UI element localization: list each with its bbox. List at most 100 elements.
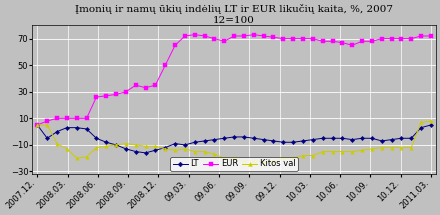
LT (163, 146, 168, 149)
LT (310, 138, 315, 141)
Kitos val (202, 150, 207, 153)
LT (379, 140, 385, 142)
EUR (94, 96, 99, 98)
LT (281, 141, 286, 144)
EUR (241, 35, 246, 37)
LT (35, 124, 40, 126)
LT (172, 142, 178, 145)
EUR (55, 117, 60, 120)
EUR (379, 37, 385, 40)
Kitos val (330, 150, 335, 153)
LT (192, 141, 198, 144)
EUR (64, 117, 70, 120)
EUR (310, 37, 315, 40)
EUR (44, 120, 50, 122)
Kitos val (301, 154, 306, 157)
EUR (340, 41, 345, 44)
EUR (369, 40, 374, 43)
EUR (172, 44, 178, 47)
Kitos val (123, 142, 128, 145)
EUR (359, 40, 365, 43)
LT (182, 144, 187, 146)
EUR (103, 94, 109, 97)
Kitos val (84, 156, 89, 158)
EUR (231, 35, 237, 37)
Kitos val (369, 148, 374, 150)
EUR (281, 37, 286, 40)
LT (251, 137, 257, 140)
Kitos val (44, 124, 50, 126)
LT (261, 138, 266, 141)
EUR (143, 86, 148, 89)
Kitos val (114, 144, 119, 146)
Kitos val (310, 154, 315, 157)
EUR (389, 37, 394, 40)
EUR (290, 37, 296, 40)
Kitos val (320, 150, 325, 153)
Legend: LT, EUR, Kitos val: LT, EUR, Kitos val (170, 157, 298, 171)
LT (212, 138, 217, 141)
Kitos val (231, 157, 237, 160)
EUR (123, 91, 128, 93)
EUR (418, 35, 424, 37)
EUR (409, 37, 414, 40)
Kitos val (261, 161, 266, 163)
EUR (74, 117, 79, 120)
LT (271, 140, 276, 142)
Kitos val (428, 120, 433, 122)
LT (340, 137, 345, 140)
LT (143, 152, 148, 154)
LT (241, 136, 246, 138)
EUR (114, 93, 119, 96)
EUR (84, 117, 89, 120)
LT (74, 126, 79, 129)
Line: EUR: EUR (36, 33, 433, 127)
EUR (212, 37, 217, 40)
EUR (133, 84, 139, 86)
LT (114, 144, 119, 146)
LT (320, 137, 325, 140)
LT (64, 126, 70, 129)
LT (301, 140, 306, 142)
LT (330, 137, 335, 140)
Kitos val (349, 150, 355, 153)
Kitos val (290, 157, 296, 160)
LT (359, 137, 365, 140)
EUR (222, 40, 227, 43)
EUR (202, 35, 207, 37)
Kitos val (182, 148, 187, 150)
Kitos val (212, 153, 217, 155)
Kitos val (359, 149, 365, 152)
LT (202, 140, 207, 142)
Kitos val (35, 124, 40, 126)
EUR (261, 35, 266, 37)
Kitos val (389, 146, 394, 149)
EUR (399, 37, 404, 40)
LT (389, 138, 394, 141)
Kitos val (103, 145, 109, 147)
LT (399, 137, 404, 140)
Line: Kitos val: Kitos val (36, 119, 433, 164)
Kitos val (340, 150, 345, 153)
Kitos val (281, 157, 286, 160)
Kitos val (55, 142, 60, 145)
LT (369, 137, 374, 140)
EUR (271, 36, 276, 38)
Kitos val (74, 157, 79, 160)
EUR (301, 37, 306, 40)
Kitos val (241, 160, 246, 162)
Kitos val (251, 160, 257, 162)
LT (133, 150, 139, 153)
EUR (330, 40, 335, 43)
LT (418, 126, 424, 129)
LT (94, 137, 99, 140)
EUR (163, 64, 168, 66)
Line: LT: LT (36, 123, 433, 154)
Kitos val (64, 148, 70, 150)
EUR (182, 35, 187, 37)
LT (153, 149, 158, 152)
Kitos val (192, 150, 198, 153)
Kitos val (399, 146, 404, 149)
Kitos val (172, 149, 178, 152)
EUR (251, 33, 257, 36)
